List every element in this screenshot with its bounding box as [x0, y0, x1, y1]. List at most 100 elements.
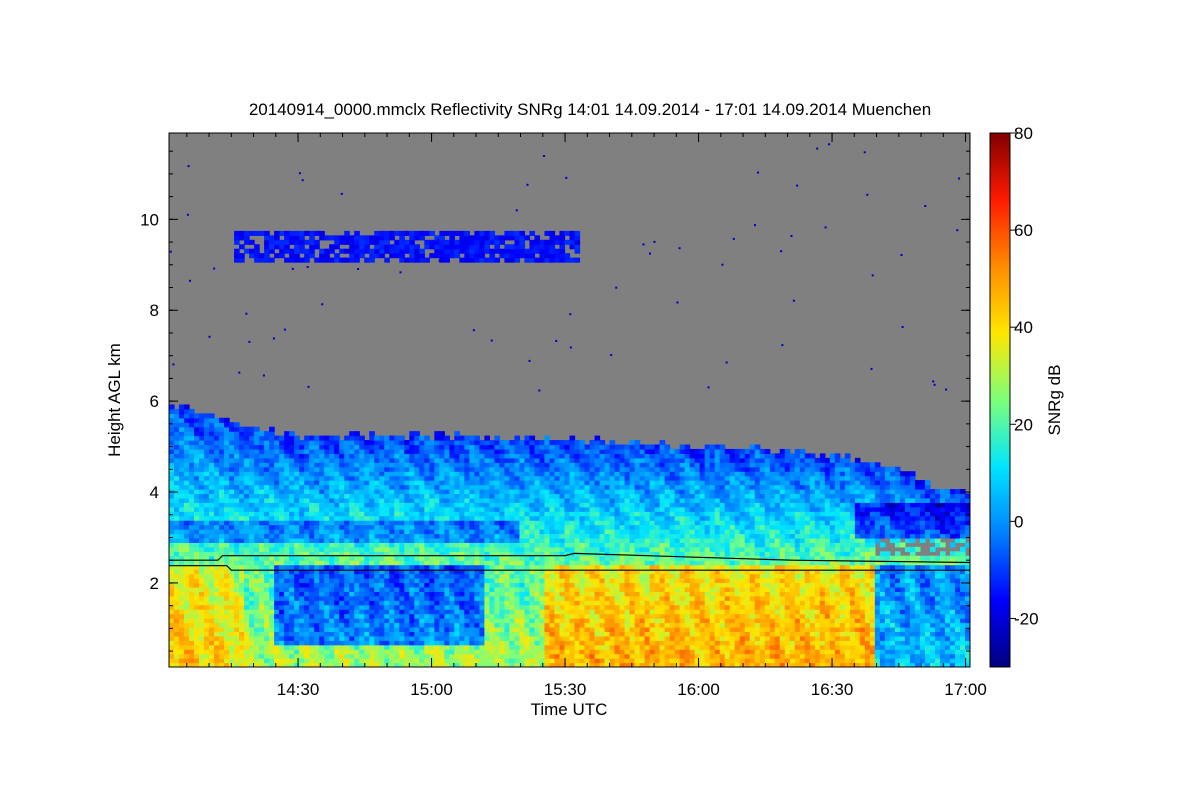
heatmap-cell — [454, 564, 460, 570]
heatmap-cell — [514, 257, 521, 263]
heatmap-cell — [509, 658, 516, 664]
heatmap-cell — [454, 604, 460, 610]
heatmap-cell — [419, 462, 425, 468]
heatmap-cell — [534, 564, 541, 570]
heatmap-cell — [574, 493, 581, 499]
heatmap-cell — [434, 622, 440, 628]
heatmap-cell — [399, 524, 405, 530]
heatmap-cell — [579, 462, 586, 468]
heatmap-cell — [519, 578, 526, 584]
heatmap-cell — [364, 560, 370, 566]
heatmap-cell — [399, 551, 405, 557]
heatmap-cell — [549, 653, 556, 659]
heatmap-cell — [574, 444, 581, 450]
heatmap-cell — [534, 502, 541, 508]
heatmap-cell — [504, 662, 511, 667]
heatmap-cell — [544, 529, 551, 535]
heatmap-cell — [479, 239, 485, 245]
heatmap-cell — [289, 457, 295, 463]
heatmap-cell — [494, 444, 501, 450]
heatmap-cell — [184, 537, 190, 543]
heatmap-cell — [434, 653, 440, 659]
heatmap-cell — [414, 542, 420, 548]
heatmap-cell — [474, 595, 480, 601]
heatmap-cell — [269, 524, 275, 530]
heatmap-cell — [264, 489, 270, 495]
heatmap-cell — [569, 480, 576, 486]
heatmap-cell — [299, 542, 305, 548]
heatmap-cell — [514, 230, 521, 236]
heatmap-cell — [529, 253, 536, 259]
heatmap-cell — [424, 658, 430, 664]
heatmap-cell — [334, 555, 340, 561]
heatmap-cell — [294, 591, 300, 597]
heatmap-cell — [189, 408, 195, 414]
heatmap-cell — [464, 653, 470, 659]
heatmap-cell — [459, 537, 465, 543]
heatmap-cell — [569, 604, 576, 610]
heatmap-cell — [334, 502, 340, 508]
heatmap-cell — [594, 502, 601, 508]
heatmap-cell — [399, 564, 405, 570]
heatmap-cell — [179, 408, 185, 414]
heatmap-cell — [314, 604, 320, 610]
heatmap-cell — [444, 582, 450, 588]
heatmap-cell — [514, 613, 521, 619]
heatmap-cell — [329, 582, 335, 588]
heatmap-cell — [389, 653, 395, 659]
heatmap-cell — [464, 248, 470, 254]
heatmap-cell — [214, 551, 220, 557]
heatmap-cell — [594, 649, 601, 655]
heatmap-cell — [319, 578, 325, 584]
heatmap-cell — [284, 524, 290, 530]
heatmap-cell — [299, 466, 305, 472]
heatmap-cell — [499, 475, 506, 481]
heatmap-cell — [529, 604, 536, 610]
heatmap-cell — [344, 604, 350, 610]
heatmap-cell — [569, 631, 576, 637]
heatmap-cell — [604, 640, 611, 646]
heatmap-cell — [589, 604, 596, 610]
heatmap-cell — [314, 609, 320, 615]
heatmap-cell — [289, 466, 295, 472]
heatmap-cell — [549, 444, 556, 450]
heatmap-cell — [209, 626, 215, 632]
heatmap-cell — [574, 604, 581, 610]
heatmap-cell — [289, 489, 295, 495]
heatmap-cell — [514, 600, 521, 606]
heatmap-cell — [454, 435, 460, 441]
heatmap-cell — [229, 435, 235, 441]
heatmap-cell — [414, 640, 420, 646]
heatmap-cell — [289, 662, 295, 667]
heatmap-cell — [239, 448, 245, 454]
heatmap-cell — [234, 586, 240, 592]
heatmap-cell — [284, 502, 290, 508]
heatmap-cell — [504, 257, 511, 263]
heatmap-cell — [189, 471, 195, 477]
heatmap-cell — [524, 653, 531, 659]
heatmap-cell — [484, 662, 490, 667]
heatmap-cell — [589, 560, 596, 566]
heatmap-cell — [524, 489, 531, 495]
heatmap-cell — [284, 462, 290, 468]
heatmap-cell — [579, 555, 586, 561]
heatmap-cell — [424, 569, 430, 575]
heatmap-cell — [379, 658, 385, 664]
heatmap-cell — [459, 529, 465, 535]
heatmap-cell — [484, 466, 490, 472]
heatmap-cell — [349, 462, 355, 468]
heatmap-cell — [584, 564, 591, 570]
heatmap-cell — [459, 626, 465, 632]
heatmap-cell — [379, 591, 385, 597]
heatmap-cell — [274, 644, 280, 650]
heatmap-cell — [434, 462, 440, 468]
heatmap-cell — [384, 440, 390, 446]
heatmap-cell — [424, 489, 430, 495]
heatmap-cell — [419, 578, 425, 584]
heatmap-cell — [444, 511, 450, 517]
heatmap-cell — [539, 582, 546, 588]
heatmap-cell — [404, 462, 410, 468]
heatmap-cell — [234, 506, 240, 512]
heatmap-cell — [579, 493, 586, 499]
heatmap-cell — [349, 515, 355, 521]
